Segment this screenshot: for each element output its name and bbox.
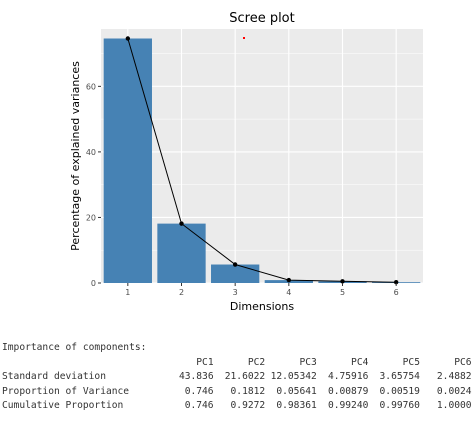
- pca-summary: Importance of components: PC1 PC2 PC3 PC…: [2, 341, 472, 414]
- point: [125, 36, 131, 41]
- row-label: Cumulative Proportion: [2, 400, 124, 411]
- table-cell: 2.4882: [436, 371, 472, 382]
- table-cell: 0.99760: [379, 400, 420, 411]
- scree-plot: Scree plot 1 2 3 4 5 6 0 20 40 60 Dimensions Per…: [69, 11, 423, 313]
- bar: [103, 38, 152, 283]
- table-cell: 0.9272: [230, 400, 266, 411]
- column-header: PC2: [247, 356, 266, 368]
- table-cell: 4.75916: [327, 371, 369, 382]
- bar: [211, 264, 260, 283]
- table-cell: 0.00519: [379, 385, 420, 397]
- table-cell: 12.05342: [270, 371, 317, 382]
- x-axis: 1 2 3 4 5 6: [125, 283, 399, 297]
- trend-line: [125, 36, 399, 285]
- table-cell: 3.65754: [379, 371, 420, 382]
- x-tick-label: 3: [233, 288, 238, 297]
- y-tick-label: 60: [86, 82, 96, 91]
- point: [232, 262, 238, 267]
- table-cell: 0.00879: [327, 385, 369, 397]
- y-tick-label: 20: [86, 213, 96, 222]
- summary-header-row: PC1 PC2 PC3 PC4 PC5 PC6: [2, 356, 472, 371]
- summary-title: Importance of components:: [2, 342, 147, 353]
- y-axis: 0 20 40 60: [86, 82, 101, 288]
- table-cell: 0.746: [184, 385, 214, 397]
- column-header: PC1: [196, 356, 214, 368]
- x-axis-title: Dimensions: [230, 300, 294, 313]
- table-cell: 0.0024: [436, 385, 472, 397]
- header-spacer: [2, 356, 162, 371]
- table-cell: 0.98361: [276, 400, 317, 411]
- x-tick-label: 1: [125, 288, 130, 297]
- point: [340, 279, 345, 284]
- column-header: PC5: [402, 356, 420, 368]
- y-tick-label: 40: [86, 148, 96, 157]
- point: [179, 221, 184, 226]
- table-cell: 0.05641: [276, 385, 317, 397]
- summary-row: Cumulative Proportion 0.746 0.9272 0.983…: [2, 399, 472, 414]
- x-tick-label: 5: [340, 288, 345, 297]
- summary-row: Proportion of Variance 0.746 0.1812 0.05…: [2, 385, 472, 400]
- table-cell: 21.6022: [224, 371, 266, 382]
- bar: [157, 223, 206, 283]
- y-tick-label: 0: [91, 279, 96, 288]
- point: [393, 280, 399, 285]
- chart-title: Scree plot: [229, 11, 295, 26]
- table-cell: 0.746: [184, 400, 214, 411]
- table-cell: 1.0000: [436, 400, 472, 411]
- y-axis-title: Percentage of explained variances: [69, 61, 82, 251]
- table-cell: 43.836: [178, 371, 214, 382]
- red-marker: [243, 37, 245, 39]
- trend-polyline: [127, 38, 397, 283]
- row-label: Standard deviation: [2, 371, 106, 382]
- column-header: PC6: [454, 356, 472, 368]
- x-tick-label: 2: [179, 288, 184, 297]
- summary-row: Standard deviation 43.836 21.6022 12.053…: [2, 370, 472, 385]
- table-cell: 0.1812: [230, 385, 266, 397]
- x-tick-label: 4: [286, 288, 291, 297]
- x-tick-label: 6: [394, 288, 399, 297]
- column-header: PC3: [299, 356, 317, 368]
- table-cell: 0.99240: [327, 400, 369, 411]
- column-header: PC4: [351, 356, 369, 368]
- point: [286, 277, 292, 283]
- bars: [103, 38, 421, 284]
- plot-panel: [101, 29, 423, 283]
- row-label: Proportion of Variance: [2, 385, 130, 397]
